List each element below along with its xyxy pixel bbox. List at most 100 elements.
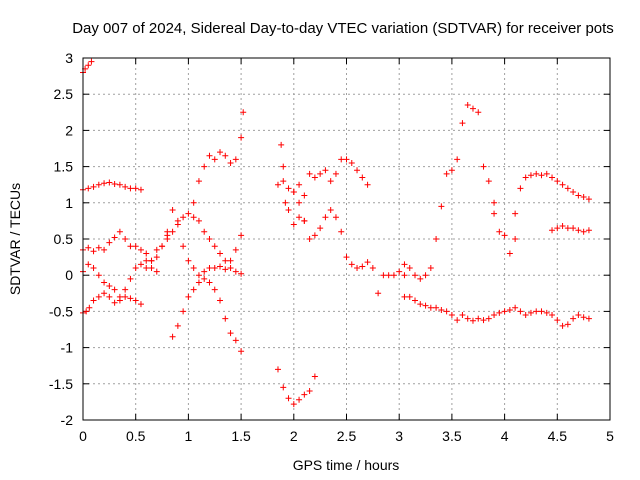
data-point	[153, 268, 160, 275]
data-point	[174, 221, 181, 228]
data-point	[127, 185, 134, 192]
data-point	[570, 188, 577, 195]
data-point	[217, 263, 224, 270]
data-point	[274, 366, 281, 373]
data-point	[159, 243, 166, 250]
data-point	[390, 272, 397, 279]
data-point	[290, 401, 297, 408]
data-point	[327, 207, 334, 214]
data-point	[83, 308, 90, 315]
data-point	[496, 228, 503, 235]
data-point	[201, 228, 208, 235]
data-point	[122, 286, 129, 293]
data-point	[417, 301, 424, 308]
data-point	[217, 250, 224, 257]
data-point	[296, 181, 303, 188]
data-point	[538, 308, 545, 315]
data-point	[122, 293, 129, 300]
data-point	[348, 261, 355, 268]
data-point	[201, 275, 208, 282]
data-point	[111, 234, 118, 241]
data-point	[201, 268, 208, 275]
data-point	[417, 275, 424, 282]
data-point	[88, 58, 95, 65]
data-point	[95, 272, 102, 279]
data-point	[285, 185, 292, 192]
series-track-11	[274, 141, 308, 228]
data-point	[343, 254, 350, 261]
series-track-13	[290, 188, 408, 297]
data-point	[317, 170, 324, 177]
data-point	[422, 272, 429, 279]
data-point	[554, 317, 561, 324]
tick-labels: 0 0.5 1 1.5 2 2.5 3 3.5 4 4.5 5 3 2.5 2 1.5 1 0.5 0 -0.5 -1…	[49, 50, 614, 444]
data-point	[559, 181, 566, 188]
data-point	[475, 315, 482, 322]
data-point	[332, 214, 339, 221]
data-point	[232, 268, 239, 275]
data-point	[564, 185, 571, 192]
data-point	[480, 163, 487, 170]
data-point	[322, 167, 329, 174]
data-point	[491, 312, 498, 319]
data-point	[185, 293, 192, 300]
series-track-2	[80, 179, 144, 193]
series-track-4	[80, 290, 144, 316]
data-point	[433, 236, 440, 242]
data-point	[101, 279, 108, 286]
data-point	[580, 228, 587, 235]
data-point	[211, 243, 218, 250]
data-point	[433, 304, 440, 311]
data-point	[454, 317, 461, 324]
data-point	[549, 312, 556, 319]
data-point	[195, 279, 202, 286]
data-point	[512, 236, 519, 242]
data-point	[95, 293, 102, 300]
data-point	[217, 149, 224, 156]
data-point	[570, 315, 577, 322]
data-point	[317, 225, 324, 232]
data-point	[148, 264, 155, 271]
data-point	[101, 246, 108, 253]
data-point	[132, 243, 139, 250]
data-point	[512, 210, 519, 217]
data-point	[338, 228, 345, 235]
data-point	[327, 178, 334, 185]
data-point	[354, 167, 361, 174]
y-tick-label: -1.5	[49, 376, 73, 392]
y-tick-label: 2.5	[54, 86, 74, 102]
data-point	[206, 236, 213, 242]
data-point	[106, 283, 113, 290]
data-point	[111, 299, 118, 306]
data-point	[227, 330, 234, 337]
series-track-18	[401, 293, 592, 329]
data-point	[201, 163, 208, 170]
data-point	[282, 199, 289, 206]
data-point	[401, 272, 408, 279]
series-track-8	[169, 275, 245, 355]
data-point	[406, 264, 413, 271]
data-point	[306, 388, 313, 395]
data-point	[549, 227, 556, 234]
data-point	[122, 183, 129, 190]
x-tick-label: 0.5	[126, 428, 146, 444]
data-point	[575, 227, 582, 234]
data-point	[301, 192, 308, 199]
series-track-17	[549, 222, 592, 235]
data-point	[290, 188, 297, 195]
data-point	[211, 286, 218, 293]
data-point	[443, 170, 450, 177]
data-point	[127, 295, 134, 302]
series-track-1	[80, 58, 95, 76]
data-point	[137, 261, 144, 268]
data-point	[195, 217, 202, 224]
data-point	[211, 156, 218, 163]
y-axis-label: SDTVAR / TECUs	[7, 183, 23, 295]
data-point	[195, 272, 202, 279]
data-point	[580, 194, 587, 201]
data-point	[180, 243, 187, 250]
data-point	[475, 109, 482, 116]
data-point	[148, 257, 155, 264]
data-point	[86, 304, 93, 311]
